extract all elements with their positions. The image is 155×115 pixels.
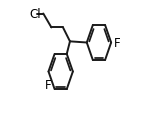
Text: F: F — [45, 78, 51, 91]
Text: Cl: Cl — [29, 8, 41, 21]
Text: F: F — [114, 37, 120, 50]
